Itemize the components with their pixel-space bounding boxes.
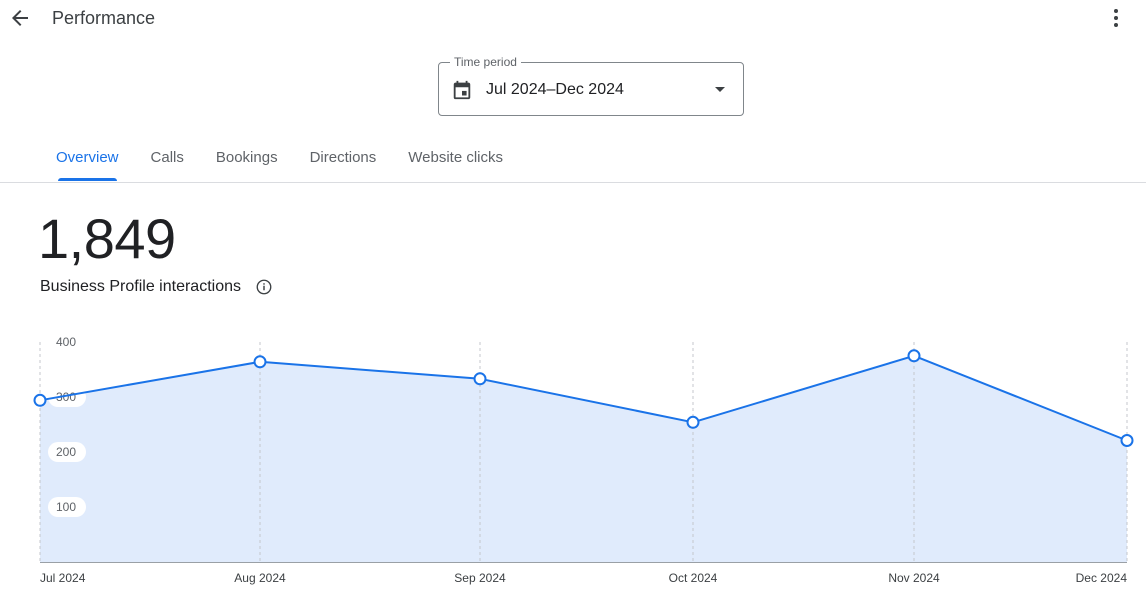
tab-bookings[interactable]: Bookings	[200, 136, 294, 182]
tab-overview[interactable]: Overview	[40, 136, 135, 182]
time-period-select[interactable]: Time period Jul 2024–Dec 2024	[438, 54, 744, 116]
data-point	[686, 415, 700, 429]
y-tick: 200	[48, 442, 86, 462]
interactions-chart: 100 200 300 400 Jul 2024 Aug 2024 Sep 2024 Oct …	[0, 330, 1146, 600]
tab-label: Calls	[150, 149, 184, 166]
x-tick-label: Nov 2024	[888, 571, 940, 585]
tab-directions[interactable]: Directions	[294, 136, 393, 182]
series-line	[39, 354, 1128, 442]
tab-label: Website clicks	[408, 149, 504, 166]
tab-website-clicks[interactable]: Website clicks	[392, 136, 519, 182]
tab-calls[interactable]: Calls	[135, 136, 200, 182]
chart-area-fill	[40, 355, 1127, 562]
time-period-label: Time period	[450, 54, 521, 70]
info-button[interactable]	[254, 277, 274, 297]
y-tick-label: 200	[56, 445, 76, 459]
time-period-value: Jul 2024–Dec 2024	[486, 81, 624, 98]
data-point	[33, 393, 47, 407]
data-point	[1120, 434, 1134, 447]
calendar-icon	[453, 80, 471, 100]
data-point	[473, 372, 487, 386]
tab-label: Directions	[309, 149, 377, 166]
back-button[interactable]	[4, 2, 36, 34]
y-tick: 100	[48, 497, 86, 517]
y-tick-pill	[48, 497, 86, 517]
info-icon	[256, 279, 272, 295]
y-tick-label: 400	[56, 335, 76, 349]
tab-bar: Overview Calls Bookings Directions Websi…	[40, 136, 519, 182]
more-vert-icon	[1114, 9, 1118, 27]
data-point	[907, 349, 921, 363]
metric-label: Business Profile interactions	[40, 278, 241, 295]
y-tick-pill	[48, 442, 86, 462]
metric-total: 1,849	[38, 207, 176, 270]
tab-label: Overview	[56, 149, 119, 166]
tab-label: Bookings	[215, 149, 278, 166]
y-tick: 400	[56, 335, 76, 349]
page-title: Performance	[52, 8, 156, 28]
active-tab-indicator	[58, 178, 117, 181]
arrow-back-icon	[12, 10, 28, 26]
tabs-divider	[0, 182, 1146, 183]
dropdown-arrow-icon	[715, 87, 725, 92]
x-tick-label: Aug 2024	[234, 571, 286, 585]
data-point	[253, 355, 267, 369]
y-tick-label: 100	[56, 500, 76, 514]
y-tick-pill	[48, 387, 86, 407]
y-tick: 300	[48, 387, 86, 407]
y-tick-label: 300	[56, 390, 76, 404]
x-tick-label: Jul 2024	[40, 571, 86, 585]
x-tick-label: Oct 2024	[669, 571, 718, 585]
more-options-button[interactable]	[1100, 2, 1132, 34]
x-tick-label: Dec 2024	[1076, 571, 1128, 585]
x-tick-label: Sep 2024	[454, 571, 506, 585]
chart-svg: 100 200 300 400 Jul 2024 Aug 2024 Sep 2024 Oct …	[33, 335, 1134, 585]
